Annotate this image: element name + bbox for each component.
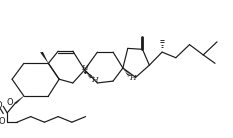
Polygon shape — [40, 52, 48, 63]
Text: O: O — [7, 98, 13, 107]
Text: H: H — [91, 76, 98, 84]
Text: H: H — [129, 74, 136, 82]
Polygon shape — [14, 96, 24, 104]
Text: H: H — [81, 64, 88, 72]
Text: O: O — [0, 117, 5, 126]
Text: O: O — [0, 101, 2, 110]
